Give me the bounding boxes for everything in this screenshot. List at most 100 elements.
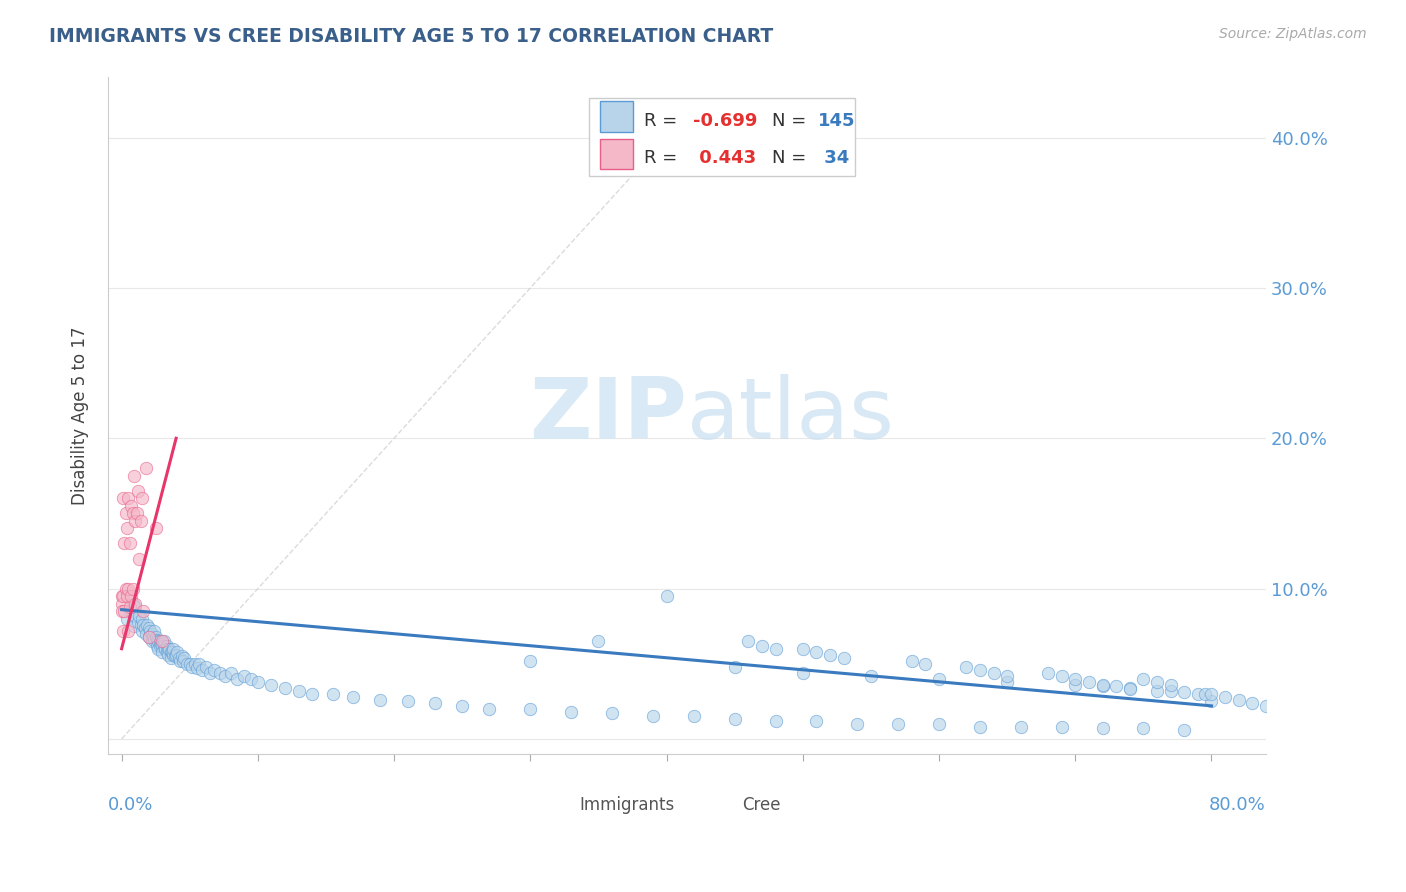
Point [129, 514, 152, 528]
Point [887, 717, 910, 731]
Point [179, 657, 201, 671]
FancyBboxPatch shape [548, 797, 574, 813]
Point [191, 663, 214, 677]
Point [600, 706, 623, 721]
Point [138, 630, 160, 644]
Text: 145: 145 [818, 112, 855, 130]
Point [135, 626, 157, 640]
FancyBboxPatch shape [589, 98, 855, 176]
Point [1119, 682, 1142, 697]
Point [737, 634, 759, 648]
Point [170, 649, 193, 664]
Point [117, 582, 139, 596]
Text: N =: N = [772, 112, 811, 130]
Point [792, 641, 814, 656]
Point [112, 604, 135, 618]
Point [198, 665, 221, 680]
Point [287, 683, 309, 698]
Point [114, 507, 136, 521]
Point [1064, 672, 1087, 686]
Point [160, 645, 183, 659]
Point [818, 648, 841, 662]
Point [1201, 687, 1223, 701]
Point [122, 619, 145, 633]
Point [148, 634, 170, 648]
Point [131, 624, 153, 638]
Point [114, 582, 136, 596]
Point [138, 621, 160, 635]
Text: R =: R = [644, 112, 683, 130]
Point [148, 641, 170, 656]
Point [682, 709, 704, 723]
Point [121, 507, 143, 521]
Point [117, 624, 139, 638]
Point [157, 641, 180, 656]
Point [128, 608, 150, 623]
Point [274, 681, 297, 695]
Point [859, 669, 882, 683]
Point [301, 687, 323, 701]
Point [131, 491, 153, 506]
Point [1132, 722, 1154, 736]
Point [451, 698, 474, 713]
Point [1010, 720, 1032, 734]
Point [128, 551, 150, 566]
Point [641, 709, 664, 723]
Point [208, 665, 231, 680]
Point [955, 660, 977, 674]
Point [1050, 720, 1073, 734]
Point [846, 717, 869, 731]
Point [155, 645, 177, 659]
Point [127, 483, 149, 498]
Point [112, 536, 135, 550]
Point [240, 672, 263, 686]
Point [423, 696, 446, 710]
Point [155, 639, 177, 653]
Point [1036, 665, 1059, 680]
Point [928, 717, 950, 731]
Text: 0.443: 0.443 [693, 150, 756, 168]
Point [1077, 674, 1099, 689]
Text: IMMIGRANTS VS CREE DISABILITY AGE 5 TO 17 CORRELATION CHART: IMMIGRANTS VS CREE DISABILITY AGE 5 TO 1… [49, 27, 773, 45]
Point [120, 499, 142, 513]
FancyBboxPatch shape [600, 102, 633, 132]
Point [176, 657, 198, 671]
Point [120, 589, 142, 603]
Point [152, 634, 174, 648]
Point [135, 461, 157, 475]
Point [914, 657, 936, 671]
Point [141, 634, 163, 648]
Point [519, 654, 541, 668]
Point [122, 468, 145, 483]
Point [173, 650, 195, 665]
Text: 80.0%: 80.0% [1209, 796, 1265, 814]
Point [139, 624, 162, 638]
Point [1160, 683, 1182, 698]
Point [1064, 678, 1087, 692]
Point [149, 634, 172, 648]
Point [1050, 669, 1073, 683]
Text: atlas: atlas [688, 375, 896, 458]
Point [181, 660, 204, 674]
Point [131, 612, 153, 626]
Point [322, 687, 344, 701]
Point [124, 608, 146, 623]
Point [724, 712, 747, 726]
Point [115, 521, 138, 535]
Point [134, 621, 156, 635]
Point [159, 650, 181, 665]
Point [152, 645, 174, 659]
Text: -0.699: -0.699 [693, 112, 758, 130]
Point [233, 669, 256, 683]
Text: Cree: Cree [742, 796, 782, 814]
Point [142, 630, 165, 644]
Point [172, 654, 194, 668]
Point [143, 632, 166, 647]
FancyBboxPatch shape [600, 138, 633, 169]
Point [118, 599, 141, 614]
Point [166, 645, 188, 659]
Point [219, 665, 242, 680]
Point [1173, 723, 1195, 737]
Text: 0.0%: 0.0% [108, 796, 153, 814]
Point [1091, 678, 1114, 692]
